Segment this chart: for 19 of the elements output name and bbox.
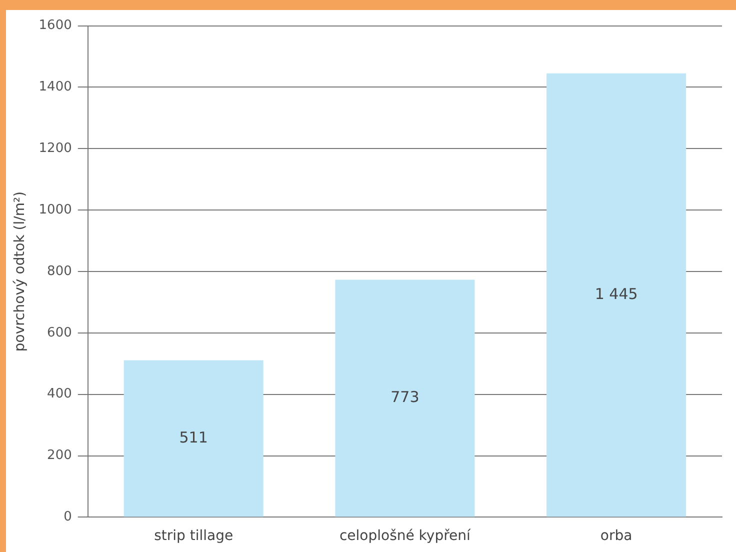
bar [546, 73, 686, 517]
x-tick-label: orba [600, 528, 632, 544]
data-label: 1 445 [594, 284, 638, 303]
y-tick-label: 1200 [38, 141, 72, 156]
y-tick-label: 1400 [38, 80, 72, 95]
y-tick-label: 600 [47, 325, 72, 340]
y-tick-label: 1000 [38, 202, 72, 218]
y-tick-label: 400 [47, 386, 72, 402]
y-axis-title: povrchový odtok (l/m²) [12, 191, 28, 352]
x-tick-label: celoplošné kypření [339, 528, 472, 544]
y-tick-label: 200 [47, 448, 72, 464]
data-label: 511 [179, 428, 208, 446]
bar [335, 280, 475, 517]
bar [124, 360, 264, 517]
y-tick-label: 0 [64, 510, 72, 525]
data-label: 773 [390, 388, 420, 406]
y-tick-label: 1600 [38, 18, 72, 34]
y-tick-label: 800 [47, 264, 72, 279]
x-tick-label: strip tillage [154, 528, 234, 544]
